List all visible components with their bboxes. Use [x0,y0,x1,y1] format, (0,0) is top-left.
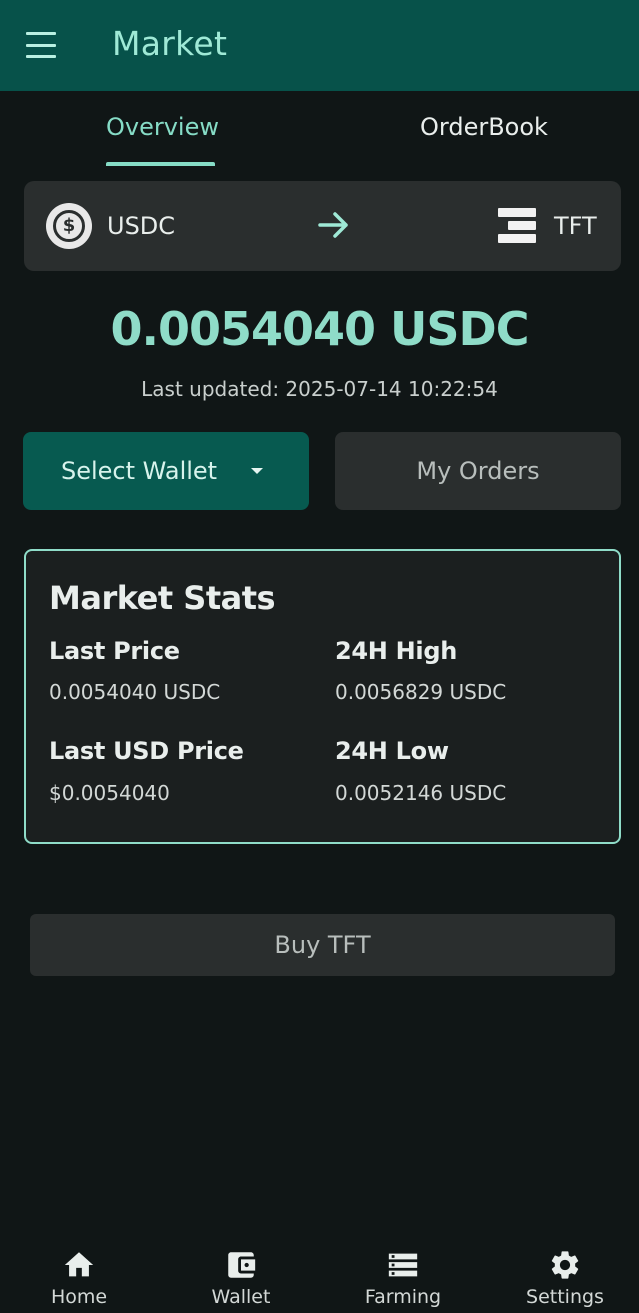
app-bar: Market [0,0,639,91]
hamburger-menu-icon[interactable] [26,32,58,58]
pair-to-asset: TFT [554,212,597,240]
tft-logo-icon [498,208,536,243]
bottom-navigation: Home Wallet Farming Settings [0,1232,639,1313]
market-stats-card: Market Stats Last Price 0.0054040 USDC 2… [24,549,621,844]
current-price: 0.0054040 USDC [110,302,530,356]
24h-high-label: 24H High [335,637,458,665]
24h-high-value: 0.0056829 USDC [335,680,507,704]
nav-farming[interactable]: Farming [343,1232,463,1313]
last-price-value: 0.0054040 USDC [49,680,221,704]
usdc-coin-icon: $ [46,203,92,249]
nav-wallet-label: Wallet [211,1286,271,1308]
wallet-icon [228,1252,256,1278]
24h-low-label: 24H Low [335,737,449,765]
nav-farming-label: Farming [364,1286,442,1308]
nav-home[interactable]: Home [19,1232,139,1313]
last-usd-price-value: $0.0054040 [49,781,170,805]
nav-settings-label: Settings [526,1286,604,1308]
tab-overview[interactable]: Overview [106,113,219,141]
select-wallet-label: Select Wallet [61,457,218,485]
select-wallet-button[interactable]: Select Wallet [23,432,309,510]
farming-servers-icon [388,1253,418,1277]
dropdown-caret-icon [251,468,263,474]
buy-tft-button[interactable]: Buy TFT [30,914,615,976]
last-usd-price-label: Last USD Price [49,737,244,765]
page-title: Market [112,24,228,63]
market-stats-title: Market Stats [49,579,276,617]
arrow-right-icon [318,212,348,238]
my-orders-button[interactable]: My Orders [335,432,621,510]
gear-icon [551,1251,579,1279]
active-tab-indicator [106,162,215,166]
nav-home-label: Home [50,1286,108,1308]
last-price-label: Last Price [49,637,180,665]
tab-orderbook[interactable]: OrderBook [420,113,548,141]
trading-pair-card: $ USDC TFT [24,181,621,271]
home-icon [64,1252,94,1277]
24h-low-value: 0.0052146 USDC [335,781,507,805]
tab-bar: Overview OrderBook [0,91,639,168]
nav-settings[interactable]: Settings [505,1232,625,1313]
nav-wallet[interactable]: Wallet [181,1232,301,1313]
last-updated-timestamp: Last updated: 2025-07-14 10:22:54 [141,377,498,401]
pair-from-asset: USDC [107,212,176,240]
